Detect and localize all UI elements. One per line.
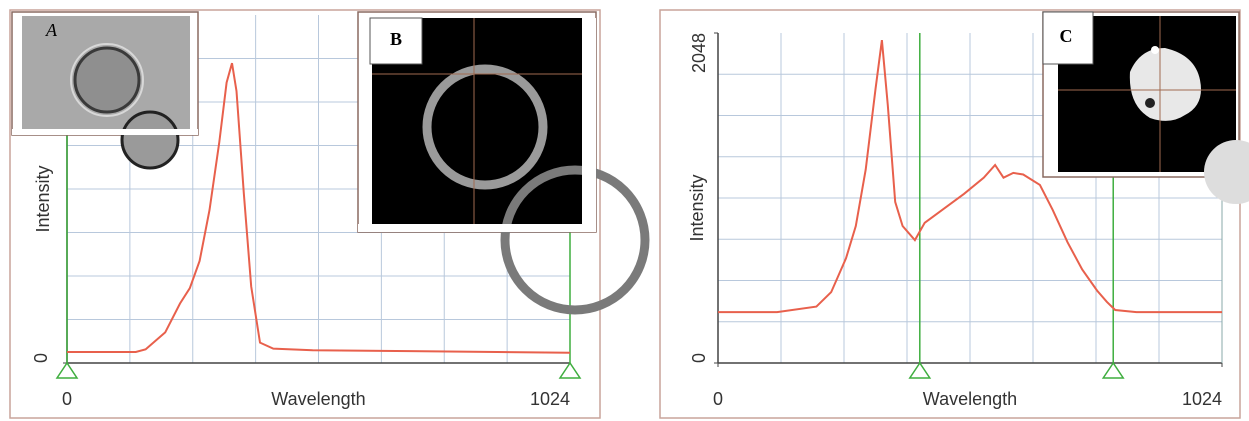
inset-label: A <box>45 20 58 40</box>
y-tick-label: 2048 <box>689 33 709 73</box>
spectrum-line <box>718 39 1222 314</box>
x-axis-label: Wavelength <box>923 389 1017 409</box>
inset-b: B <box>357 11 650 315</box>
x-axis-label: Wavelength <box>271 389 365 409</box>
cursor-handle <box>1101 361 1125 379</box>
y-axis-label: Intensity <box>687 174 707 241</box>
y-tick-label: 0 <box>689 353 709 363</box>
cursor-handle <box>908 361 932 379</box>
y-tick-label: 0 <box>31 353 51 363</box>
y-axis-label: Intensity <box>33 165 53 232</box>
inset-label: C <box>1060 26 1073 46</box>
inset-label: B <box>390 29 402 49</box>
cursor-handle <box>558 361 582 379</box>
x-tick-label: 0 <box>62 389 72 409</box>
x-tick-label: 1024 <box>530 389 570 409</box>
x-tick-label: 0 <box>713 389 723 409</box>
x-tick-label: 1024 <box>1182 389 1222 409</box>
inset-a: A <box>11 11 199 170</box>
spectrum-line <box>67 62 571 354</box>
inset-c: C <box>1042 11 1249 204</box>
cursor-handle <box>55 361 79 379</box>
